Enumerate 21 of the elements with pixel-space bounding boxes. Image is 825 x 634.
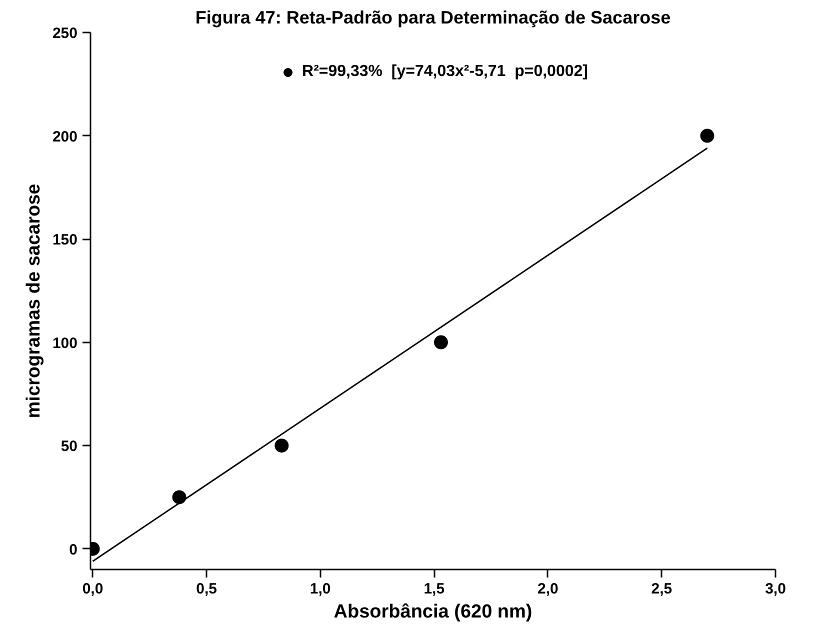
x-tick-label: 0,0 bbox=[82, 580, 104, 598]
x-axis-title: Absorbância (620 nm) bbox=[334, 602, 532, 622]
point bbox=[274, 438, 289, 453]
point bbox=[434, 335, 448, 350]
y-tick-label: 100 bbox=[52, 334, 78, 352]
y-tick-label: 50 bbox=[60, 438, 78, 456]
y-tick-label: 150 bbox=[52, 232, 78, 249]
chart-title: Figura 47: Reta-Padrão para Determinação de Sacarose bbox=[195, 8, 671, 28]
legend-label: R²=99,33% [y=74,03x²-5,71 p=0,0002] bbox=[302, 63, 588, 81]
x-tick-label: 2,5 bbox=[651, 580, 672, 598]
y-tick-label: 250 bbox=[52, 25, 78, 42]
point bbox=[172, 490, 186, 504]
x-tick-label: 0,5 bbox=[196, 580, 217, 598]
x-tick-label: 1,0 bbox=[310, 580, 331, 598]
y-tick-label: 200 bbox=[52, 128, 78, 146]
y-tick-label: 0 bbox=[69, 541, 78, 558]
y-axis-title: microgramas de sacarose bbox=[23, 184, 44, 418]
x-tick-label: 2,0 bbox=[538, 580, 558, 598]
point bbox=[700, 128, 714, 143]
x-tick-label: 1,5 bbox=[424, 580, 445, 598]
x-tick-label: 3,0 bbox=[765, 580, 786, 598]
